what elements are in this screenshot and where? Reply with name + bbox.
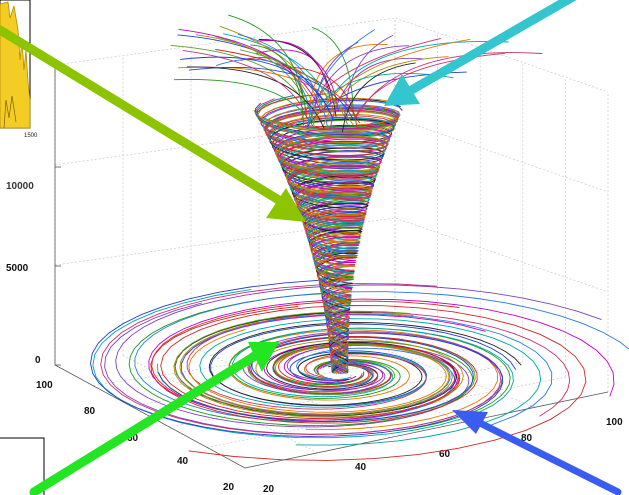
- floor-streamline: [134, 291, 629, 423]
- arrow-blue-icon: [452, 410, 622, 495]
- x-tick-label: 20: [263, 484, 275, 495]
- top-streamline: [257, 40, 332, 105]
- top-streamline: [237, 33, 328, 126]
- top-streamline: [186, 66, 325, 129]
- top-streamline: [228, 14, 306, 108]
- arrow-cyan-icon: [384, 0, 577, 106]
- y-tick-label: 60: [127, 433, 139, 444]
- inset-box-bottom: [0, 437, 45, 495]
- arrow-green-icon: [29, 342, 279, 495]
- top-streamline: [170, 44, 306, 106]
- inset-tick-label: 1500: [24, 133, 38, 139]
- z-tick-label: 0: [35, 355, 41, 366]
- floor-streamline: [128, 293, 473, 427]
- top-streamline: [240, 57, 307, 118]
- grid-line: [122, 355, 318, 454]
- floor-streamline: [208, 322, 522, 406]
- top-streamline: [313, 38, 471, 123]
- grid-line: [54, 117, 609, 193]
- y-tick-label: 20: [223, 482, 235, 493]
- top-streamline: [182, 50, 307, 116]
- x-tick-label: 60: [439, 449, 451, 460]
- floor-streamline: [210, 323, 516, 407]
- y-tick-label: 100: [36, 380, 53, 391]
- top-streamline: [309, 43, 388, 104]
- floor-streamline: [179, 321, 450, 415]
- floor-streamline: [90, 279, 504, 437]
- floor-streamline: [174, 311, 457, 417]
- top-streamline: [308, 45, 410, 125]
- floor-streamline: [228, 327, 511, 432]
- arrow-green-yellow-icon: [0, 25, 306, 222]
- y-tick-label: 80: [84, 406, 96, 417]
- funnel-streamline: [255, 102, 396, 372]
- floor-streamline: [104, 302, 503, 435]
- z-tick-label: 5000: [6, 263, 29, 274]
- top-streamline: [195, 34, 318, 114]
- z-tick-label: 10000: [6, 181, 34, 192]
- funnel-streamline: [257, 93, 395, 371]
- grid-line: [54, 217, 609, 293]
- top-streamline: [307, 29, 375, 126]
- floor-streamline: [92, 289, 514, 439]
- x-tick-label: 40: [355, 462, 367, 473]
- top-streamline: [344, 35, 394, 120]
- streamlines: [90, 14, 629, 461]
- inset-plot: 1500: [0, 0, 38, 139]
- inset-dark-lines: [3, 95, 17, 129]
- grid-line: [326, 327, 536, 408]
- y-tick-label: 40: [177, 456, 189, 467]
- top-streamline: [314, 41, 359, 116]
- floor-streamline: [181, 313, 553, 426]
- funnel-streamline: [264, 109, 398, 372]
- top-streamline: [223, 33, 331, 106]
- top-streamline: [342, 62, 416, 133]
- top-streamline: [250, 44, 305, 126]
- top-streamline: [215, 36, 315, 126]
- top-streamline: [329, 57, 424, 131]
- top-streamline: [289, 66, 358, 128]
- top-streamline: [239, 49, 348, 125]
- funnel-streamline: [254, 110, 398, 372]
- top-streamline: [180, 56, 334, 121]
- grid-line: [130, 347, 481, 407]
- x-tick-label: 100: [606, 417, 623, 428]
- grid-line: [54, 17, 609, 93]
- top-streamline: [178, 28, 322, 114]
- x-tick-label: 80: [521, 433, 533, 444]
- floor-streamline: [160, 305, 587, 461]
